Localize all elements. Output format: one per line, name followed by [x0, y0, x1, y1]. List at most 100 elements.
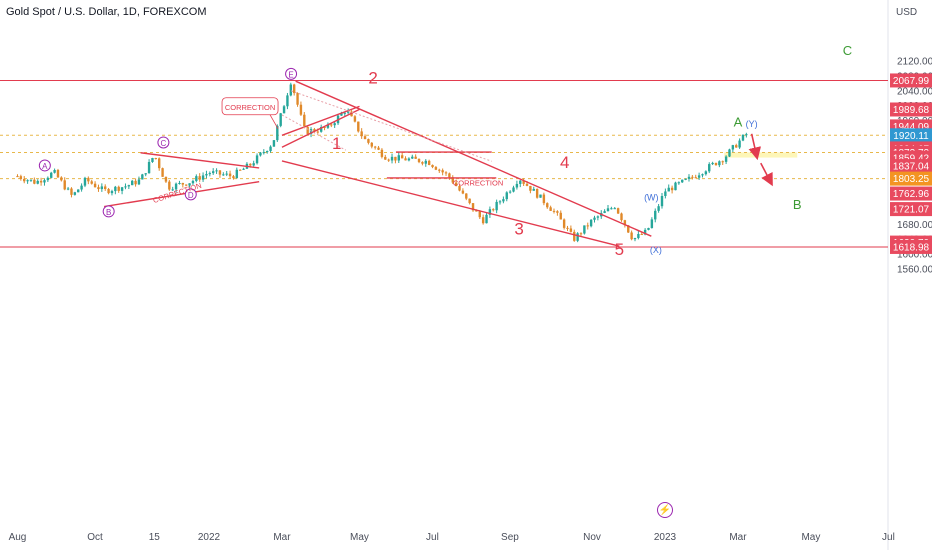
candle-body — [542, 194, 546, 204]
candle-body — [259, 152, 262, 156]
candle-body — [164, 176, 168, 182]
candle-body — [481, 217, 485, 224]
lightning-icon[interactable]: ⚡ — [657, 502, 673, 518]
candle-body — [539, 194, 542, 198]
candle-body — [353, 116, 357, 122]
time-axis[interactable]: Aug Oct 15 2022 Mar May Jul Sep Nov 2023 Mar May Jul — [9, 532, 895, 543]
wave-label: 5 — [615, 240, 624, 259]
candle-body — [741, 134, 745, 141]
candle-body — [120, 187, 124, 191]
candle-body — [738, 140, 741, 148]
candle-body — [50, 172, 53, 178]
y-tick-label: 1600.00 — [897, 249, 932, 260]
candle-body — [434, 167, 438, 170]
candle-body — [535, 188, 539, 198]
candle-body — [654, 210, 657, 220]
candle-body — [29, 179, 33, 181]
x-tick-label: May — [350, 532, 369, 543]
candle-body — [650, 219, 654, 228]
candle-body — [465, 193, 468, 199]
y-tick-label: 2040.00 — [897, 86, 932, 97]
price-tag — [890, 186, 932, 201]
candle-body — [627, 225, 630, 233]
circle-marker — [285, 67, 298, 80]
candle-body — [478, 211, 481, 218]
trend-line — [104, 180, 260, 208]
candle-body — [63, 180, 66, 190]
candle-body — [488, 209, 492, 215]
trend-line — [281, 108, 360, 148]
candle-body — [346, 111, 350, 113]
candle-body — [552, 210, 556, 212]
candle-body — [360, 131, 363, 137]
candle-body — [589, 219, 593, 227]
candle-body — [23, 178, 26, 182]
target-zone — [724, 152, 798, 158]
green-wave-label: B — [793, 197, 802, 212]
candle-body — [586, 225, 589, 227]
annotation-box — [221, 97, 279, 116]
candle-body — [279, 113, 282, 126]
candle-body — [66, 188, 70, 190]
chart-title: Gold Spot / U.S. Dollar, 1D, FOREXCOM — [6, 6, 207, 18]
x-tick-label: Mar — [729, 532, 747, 543]
x-tick-label: Jul — [426, 532, 439, 543]
candle-body — [546, 203, 549, 208]
candle-body — [407, 158, 411, 161]
candle-body — [475, 210, 478, 212]
price-tag-label: 2067.99 — [893, 76, 930, 87]
y-tick-label: 1680.00 — [897, 220, 932, 231]
candle-body — [579, 233, 583, 235]
price-tag — [890, 128, 932, 143]
candle-body — [508, 191, 512, 193]
candle-body — [384, 156, 387, 160]
candle-body — [400, 155, 404, 159]
candle-body — [110, 191, 114, 194]
candle-body — [498, 201, 502, 203]
candle-body — [228, 173, 232, 177]
candle-body — [576, 233, 579, 241]
candle-body — [485, 214, 488, 224]
circle-marker — [102, 205, 115, 218]
candle-body — [286, 95, 289, 107]
candle-body — [370, 142, 373, 147]
candle-body — [107, 189, 110, 194]
circle-label: B — [106, 208, 111, 217]
candle-body — [154, 158, 158, 160]
candle-body — [397, 155, 400, 161]
circle-marker — [157, 136, 170, 149]
candle-body — [16, 176, 19, 178]
candle-body — [613, 208, 616, 210]
candle-body — [178, 182, 181, 184]
candle-body — [667, 187, 670, 192]
wave-label: 3 — [514, 220, 523, 239]
candle-body — [171, 189, 174, 191]
candle-body — [343, 112, 346, 114]
y-tick-label: 2120.00 — [897, 57, 932, 68]
candle-body — [519, 180, 522, 184]
candle-body — [664, 191, 667, 196]
candle-body — [306, 126, 309, 134]
candle-body — [701, 174, 704, 176]
target-zone-box — [724, 152, 798, 158]
candle-body — [104, 186, 107, 190]
circle-marker — [184, 188, 197, 201]
candles — [16, 82, 748, 243]
price-tag-label: 1618.98 — [893, 242, 930, 253]
candle-body — [718, 161, 721, 166]
candle-body — [19, 176, 23, 179]
candle-body — [141, 174, 144, 180]
candle-body — [637, 234, 640, 239]
candle-body — [56, 170, 60, 178]
candle-body — [444, 172, 448, 174]
x-tick-label: 2023 — [654, 532, 677, 543]
x-tick-label: Oct — [87, 532, 103, 543]
y-tick-label: 1560.00 — [897, 264, 932, 275]
candle-body — [252, 163, 255, 166]
blue-wave-label: (Y) — [746, 119, 758, 129]
candle-body — [289, 84, 293, 96]
currency-label: USD — [896, 7, 917, 18]
candle-body — [728, 149, 731, 157]
blue-wave-label: (W) — [644, 193, 659, 203]
